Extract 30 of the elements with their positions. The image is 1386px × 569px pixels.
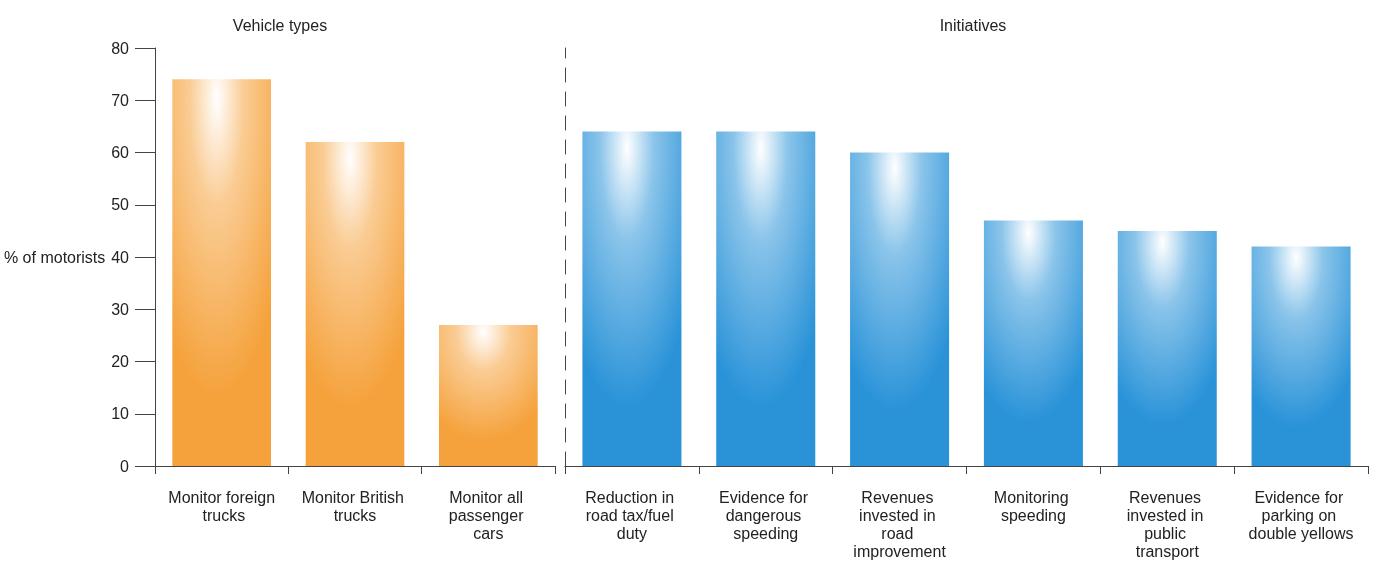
x-tick-label: Monitor all passenger cars: [448, 488, 528, 542]
y-tick-label: 40: [111, 248, 130, 266]
bar: [850, 152, 950, 466]
y-axis-title: % of motorists: [3, 248, 106, 266]
y-tick-label: 30: [111, 300, 130, 318]
y-tick-label: 20: [111, 353, 130, 370]
y-tick-label: 70: [111, 91, 130, 109]
y-tick-label: 0: [120, 457, 130, 475]
x-tick-label: Monitor foreign trucks: [168, 488, 276, 524]
bar: [983, 220, 1083, 466]
x-tick-label: Evidence for dangerous speeding: [719, 488, 813, 542]
bar: [1117, 230, 1217, 466]
x-tick-label: Revenues invested in road improvement: [853, 488, 947, 560]
chart-title: Initiatives: [939, 16, 1007, 34]
bar: [1251, 246, 1351, 466]
bar: [305, 142, 405, 466]
x-tick-label: Evidence for parking on double yellows: [1248, 488, 1354, 542]
chart-title: Vehicle types: [232, 16, 328, 34]
y-tick-label: 60: [111, 144, 130, 161]
bar: [582, 131, 682, 466]
x-tick-label: Revenues invested in public transport: [1126, 488, 1208, 560]
bar: [716, 131, 816, 466]
y-tick-label: 50: [111, 196, 130, 214]
x-tick-label: Monitor British trucks: [301, 488, 409, 524]
y-tick-label: 80: [111, 39, 130, 57]
bar: [439, 324, 538, 466]
bar: [172, 79, 271, 466]
x-tick-label: Monitoring speeding: [993, 488, 1073, 524]
y-tick-label: 10: [111, 405, 130, 423]
x-tick-label: Reduction in road tax/fuel duty: [585, 488, 679, 542]
